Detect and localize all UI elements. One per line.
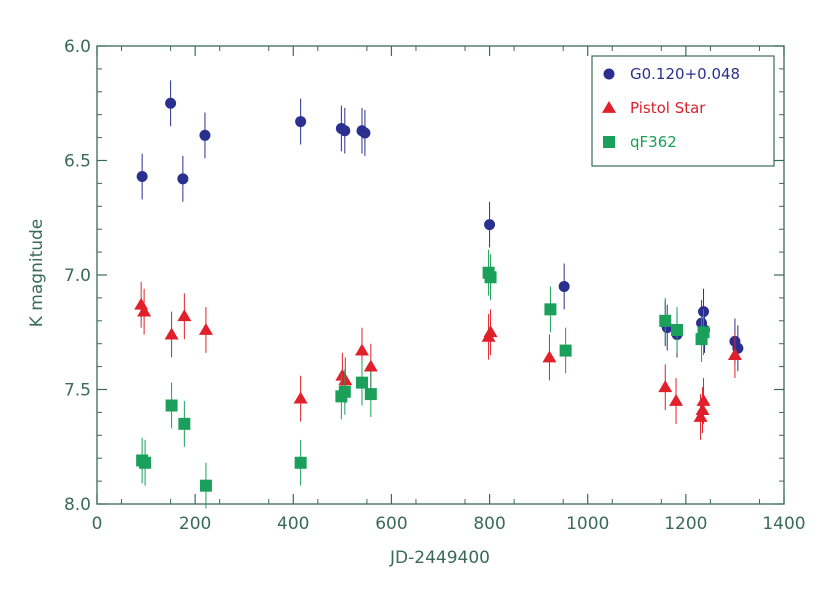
data-point-square [294, 456, 307, 469]
data-point-square [139, 456, 152, 469]
data-point-square [199, 479, 212, 492]
data-point-triangle [177, 309, 192, 322]
data-point-triangle [483, 325, 498, 338]
series-layer [134, 80, 744, 509]
x-tick-label: 600 [375, 514, 407, 534]
data-point-square [355, 376, 368, 389]
data-point-triangle [134, 297, 149, 310]
data-point-triangle [727, 348, 742, 361]
legend: G0.120+0.048 Pistol Star qF362 [591, 55, 775, 167]
legend-item: qF362 [603, 133, 677, 151]
legend-item: G0.120+0.048 [603, 65, 740, 83]
data-point-triangle [137, 304, 152, 317]
data-point-triangle [363, 359, 378, 372]
legend-box [591, 55, 775, 167]
data-point-circle [295, 116, 307, 128]
data-point-circle [199, 129, 211, 141]
data-point-square [659, 314, 672, 327]
y-tick-label: 7.5 [64, 381, 91, 401]
data-point-triangle [693, 409, 708, 422]
data-point-square [178, 417, 191, 430]
data-point-square [338, 385, 351, 398]
x-tick-label: 400 [277, 514, 309, 534]
series-square [136, 249, 710, 509]
data-point-circle [558, 280, 570, 292]
x-tick-label: 1200 [664, 514, 707, 534]
data-point-circle [136, 171, 148, 183]
data-point-triangle [354, 343, 369, 356]
y-tick-label: 8.0 [64, 495, 91, 515]
data-point-circle [165, 97, 177, 109]
x-axis-title: JD-2449400 [389, 548, 490, 568]
data-point-triangle [164, 327, 179, 340]
legend-marker-square [603, 136, 615, 148]
data-point-square [559, 344, 572, 357]
data-point-triangle [695, 403, 710, 416]
x-tick-label: 800 [473, 514, 505, 534]
data-point-square [484, 271, 497, 284]
data-point-circle [177, 173, 189, 185]
data-point-triangle [696, 393, 711, 406]
data-point-circle [484, 219, 496, 231]
series-triangle [134, 281, 742, 440]
legend-label: qF362 [630, 133, 677, 151]
x-axis: 0 200 400 600 800 1000 1200 1400 [92, 46, 806, 534]
data-point-triangle [542, 350, 557, 363]
legend-label: Pistol Star [630, 99, 706, 117]
data-point-square [544, 303, 557, 316]
data-point-square [165, 399, 178, 412]
y-tick-label: 6.5 [64, 152, 91, 172]
data-point-triangle [669, 393, 684, 406]
y-axis-title: K magnitude [27, 219, 47, 328]
data-point-square [364, 388, 377, 401]
x-tick-label: 200 [179, 514, 211, 534]
legend-item: Pistol Star [602, 99, 706, 117]
legend-marker-triangle [602, 101, 616, 113]
data-point-square [671, 323, 684, 336]
data-point-triangle [198, 322, 213, 335]
y-axis: 6.0 6.5 7.0 7.5 8.0 [64, 37, 784, 515]
data-point-square [697, 326, 710, 339]
x-tick-label: 1000 [566, 514, 609, 534]
y-tick-label: 6.0 [64, 37, 91, 57]
data-point-triangle [658, 380, 673, 393]
data-point-triangle [293, 391, 308, 404]
y-tick-label: 7.0 [64, 266, 91, 286]
data-point-circle [359, 127, 371, 139]
data-point-circle [339, 125, 351, 137]
x-tick-label: 0 [92, 514, 103, 534]
legend-marker-circle [603, 68, 615, 80]
x-tick-label: 1400 [762, 514, 805, 534]
legend-label: G0.120+0.048 [630, 65, 740, 83]
